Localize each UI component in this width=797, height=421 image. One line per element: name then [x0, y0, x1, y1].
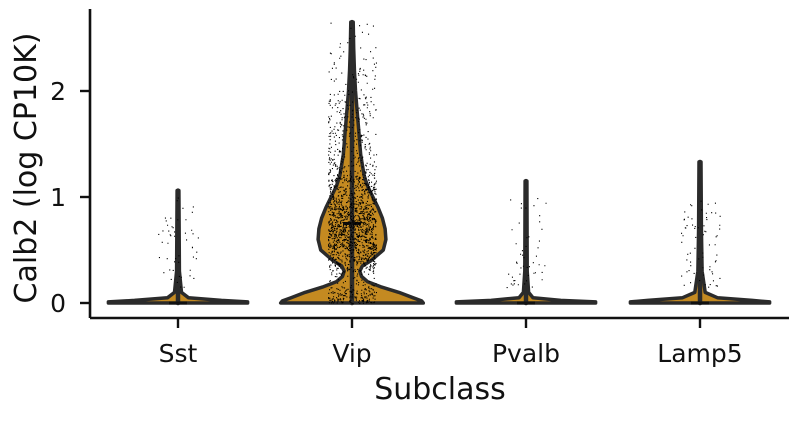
violins-group — [106, 19, 772, 306]
points-vip — [328, 22, 378, 305]
x-tick-label-lamp5: Lamp5 — [657, 339, 742, 368]
y-axis-label: Calb2 (log CP10K) — [9, 33, 44, 304]
points-lamp5 — [681, 200, 721, 288]
y-tick-label: 1 — [50, 183, 66, 212]
x-axis-label: Subclass — [374, 372, 506, 407]
jitter-points-vip — [328, 22, 378, 305]
y-ticks-group: 0 1 2 — [50, 77, 90, 318]
x-tick-label-sst: Sst — [159, 339, 198, 368]
x-tick-label-vip: Vip — [332, 339, 371, 368]
axes-group — [88, 9, 789, 320]
x-ticks-group: Sst Vip Pvalb Lamp5 — [159, 318, 743, 368]
y-tick-label: 2 — [50, 77, 66, 106]
y-tick-label: 0 — [50, 289, 66, 318]
jitter-points-lamp5 — [681, 200, 721, 288]
x-tick-label-pvalb: Pvalb — [492, 339, 560, 368]
